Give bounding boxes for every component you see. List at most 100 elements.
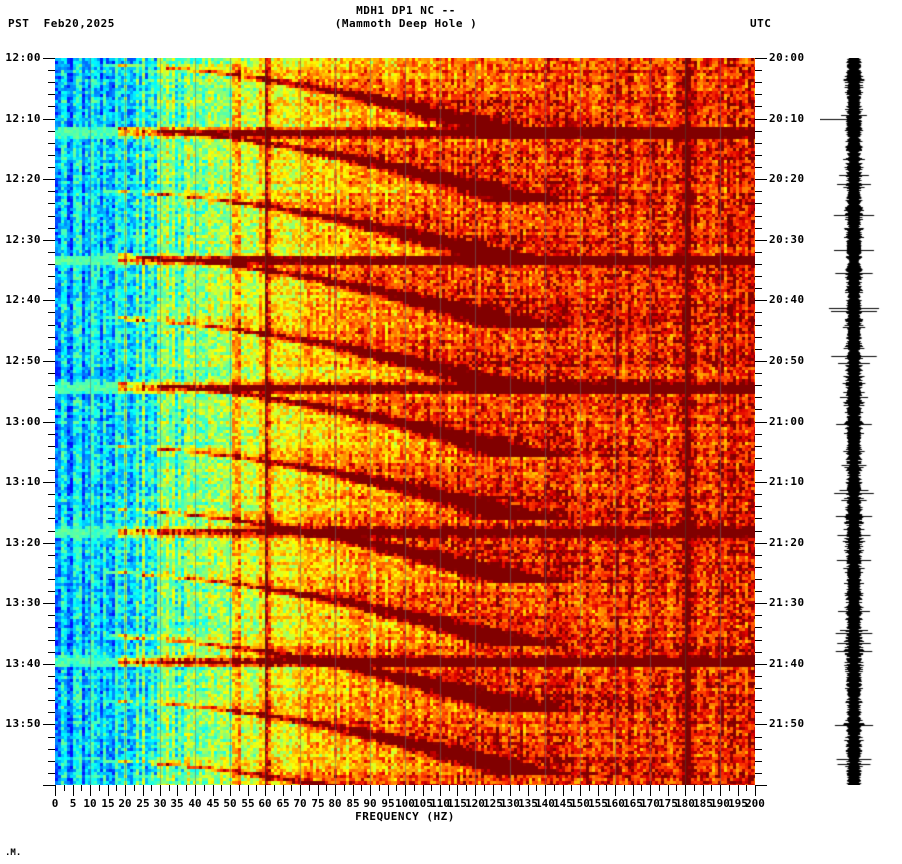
freq-tick-minor: [326, 785, 327, 791]
time-tick-minor: [48, 458, 55, 459]
time-tick-major: [43, 361, 55, 362]
time-tick-minor: [755, 506, 762, 507]
freq-tick-minor: [466, 785, 467, 791]
freq-label: 160: [605, 797, 625, 810]
time-tick-minor: [755, 518, 762, 519]
time-label-utc: 20:10: [769, 112, 805, 125]
time-tick-minor: [755, 373, 762, 374]
time-tick-minor: [755, 325, 762, 326]
time-tick-minor: [755, 446, 762, 447]
freq-tick-minor: [274, 785, 275, 791]
time-tick-minor: [48, 288, 55, 289]
seismogram-trace-image[interactable]: [820, 58, 902, 785]
time-tick-major: [755, 119, 767, 120]
time-tick-minor: [755, 94, 762, 95]
time-tick-minor: [48, 712, 55, 713]
freq-label: 90: [363, 797, 377, 810]
time-tick-minor: [755, 700, 762, 701]
freq-tick-major: [388, 785, 389, 796]
time-tick-minor: [48, 555, 55, 556]
freq-label: 125: [483, 797, 503, 810]
freq-label: 100: [395, 797, 415, 810]
time-tick-major: [755, 664, 767, 665]
freq-tick-major: [423, 785, 424, 796]
seismogram-trace-panel[interactable]: [820, 58, 902, 785]
time-tick-minor: [755, 276, 762, 277]
time-tick-minor: [48, 446, 55, 447]
time-tick-major: [755, 58, 767, 59]
freq-tick-major: [598, 785, 599, 796]
freq-tick-minor: [99, 785, 100, 791]
freq-label: 45: [206, 797, 220, 810]
freq-label: 130: [500, 797, 520, 810]
time-tick-minor: [48, 591, 55, 592]
time-label-utc: 20:20: [769, 172, 805, 185]
frequency-axis: 0 5 10 15 20 25 30 35 40 45 50 55 60 65 70 75 80 85 90 95 10…: [52, 785, 765, 825]
time-label-pst: 12:30: [5, 233, 41, 246]
freq-tick-minor: [414, 785, 415, 791]
spectrogram-image[interactable]: [55, 58, 755, 785]
freq-label: 5: [69, 797, 77, 810]
time-tick-minor: [48, 312, 55, 313]
time-tick-minor: [755, 567, 762, 568]
header-date: Feb20,2025: [43, 17, 115, 30]
freq-label: 10: [83, 797, 97, 810]
freq-tick-minor: [729, 785, 730, 791]
spectrogram-plot[interactable]: [55, 58, 755, 785]
time-tick-minor: [48, 737, 55, 738]
time-tick-minor: [755, 397, 762, 398]
freq-tick-minor: [449, 785, 450, 791]
time-tick-minor: [48, 506, 55, 507]
time-tick-minor: [755, 470, 762, 471]
time-tick-minor: [48, 652, 55, 653]
freq-tick-minor: [116, 785, 117, 791]
time-tick-minor: [48, 700, 55, 701]
freq-tick-minor: [186, 785, 187, 791]
freq-label: 165: [623, 797, 643, 810]
time-tick-minor: [755, 712, 762, 713]
time-label-pst: 13:20: [5, 536, 41, 549]
time-tick-minor: [48, 615, 55, 616]
header-timezone-utc: UTC: [750, 17, 772, 30]
freq-tick-minor: [536, 785, 537, 791]
time-tick-major: [755, 724, 767, 725]
freq-tick-major: [457, 785, 458, 796]
time-tick-major: [755, 300, 767, 301]
time-label-pst: 12:40: [5, 293, 41, 306]
freq-tick-minor: [519, 785, 520, 791]
freq-label: 110: [430, 797, 450, 810]
freq-label: 25: [136, 797, 150, 810]
freq-label: 155: [588, 797, 608, 810]
time-tick-minor: [48, 143, 55, 144]
freq-tick-major: [650, 785, 651, 796]
freq-tick-minor: [501, 785, 502, 791]
time-tick-minor: [48, 252, 55, 253]
freq-tick-major: [283, 785, 284, 796]
freq-tick-minor: [659, 785, 660, 791]
time-tick-minor: [755, 615, 762, 616]
time-tick-minor: [48, 579, 55, 580]
page-title: MDH1 DP1 NC -- (Mammoth Deep Hole ): [0, 4, 902, 30]
time-label-pst: 13:10: [5, 475, 41, 488]
freq-label: 120: [465, 797, 485, 810]
freq-tick-minor: [239, 785, 240, 791]
freq-label: 140: [535, 797, 555, 810]
time-tick-major: [43, 58, 55, 59]
freq-tick-major: [720, 785, 721, 796]
freq-tick-major: [545, 785, 546, 796]
freq-tick-minor: [361, 785, 362, 791]
time-tick-minor: [755, 349, 762, 350]
freq-tick-major: [633, 785, 634, 796]
freq-tick-minor: [589, 785, 590, 791]
time-tick-major: [43, 785, 55, 786]
time-label-pst: 12:10: [5, 112, 41, 125]
freq-tick-major: [685, 785, 686, 796]
time-tick-minor: [48, 131, 55, 132]
time-tick-minor: [755, 579, 762, 580]
time-tick-minor: [755, 761, 762, 762]
freq-tick-minor: [169, 785, 170, 791]
time-label-utc: 21:20: [769, 536, 805, 549]
freq-tick-minor: [396, 785, 397, 791]
time-tick-major: [755, 361, 767, 362]
freq-label: 40: [188, 797, 202, 810]
